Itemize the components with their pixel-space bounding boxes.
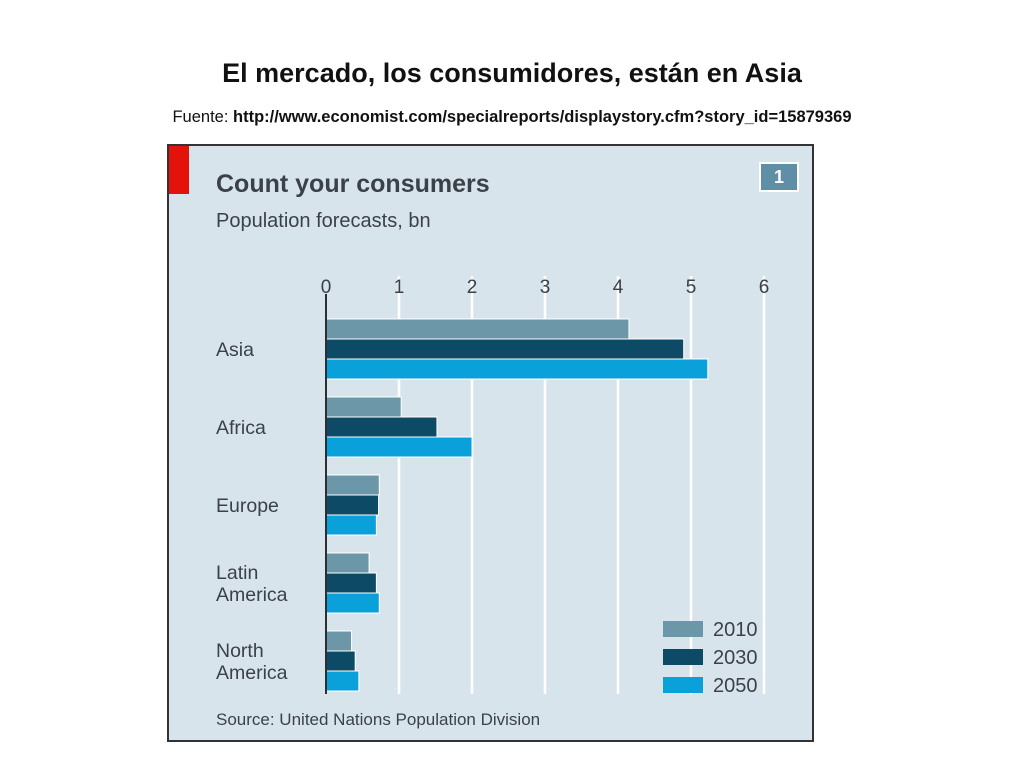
category-label: North	[216, 640, 264, 662]
x-tick-label: 2	[467, 277, 478, 298]
category-label: Asia	[216, 339, 254, 361]
chart-panel: Count your consumers Population forecast…	[167, 144, 814, 742]
bar	[325, 514, 377, 536]
bar	[325, 358, 709, 380]
bar	[325, 338, 685, 360]
chart-source: Source: United Nations Population Divisi…	[216, 710, 541, 729]
x-tick-label: 6	[759, 277, 770, 298]
legend-swatch	[663, 649, 703, 665]
legend-swatch	[663, 677, 703, 693]
legend-label: 2050	[713, 675, 758, 697]
bar	[325, 416, 438, 438]
bar	[325, 630, 353, 652]
category-label: Africa	[216, 417, 266, 439]
category-label: America	[216, 584, 288, 606]
chart-title: Count your consumers	[216, 170, 490, 198]
legend-swatch	[663, 621, 703, 637]
legend-label: 2030	[713, 647, 758, 669]
bar	[325, 474, 380, 496]
legend-label: 2010	[713, 619, 758, 641]
category-label: Europe	[216, 495, 279, 517]
chart-number-badge: 1	[759, 162, 799, 192]
slide-title: El mercado, los consumidores, están en A…	[222, 58, 802, 88]
source-line: Fuente: http://www.economist.com/special…	[0, 108, 1024, 127]
bar	[325, 396, 402, 418]
category-label: Latin	[216, 562, 258, 584]
x-tick-label: 1	[394, 277, 405, 298]
bar	[325, 552, 370, 574]
source-url[interactable]: http://www.economist.com/specialreports/…	[233, 108, 852, 126]
bar	[325, 572, 377, 594]
bar	[325, 670, 360, 692]
bar	[325, 592, 380, 614]
bar	[325, 318, 630, 340]
x-tick-label: 3	[540, 277, 551, 298]
source-prefix: Fuente:	[172, 108, 234, 126]
bar	[325, 436, 473, 458]
bar	[325, 650, 356, 672]
x-tick-label: 5	[686, 277, 697, 298]
x-tick-label: 4	[613, 277, 624, 298]
category-label: America	[216, 662, 288, 684]
bar-chart-plot: 0 1 2 3 4 5 6AsiaAfricaEuropeLatinAmericaNorth…	[216, 276, 770, 697]
chart-subtitle: Population forecasts, bn	[216, 210, 431, 232]
bar	[325, 494, 380, 516]
x-tick-label: 0	[321, 277, 332, 298]
red-corner-tag	[169, 146, 189, 194]
